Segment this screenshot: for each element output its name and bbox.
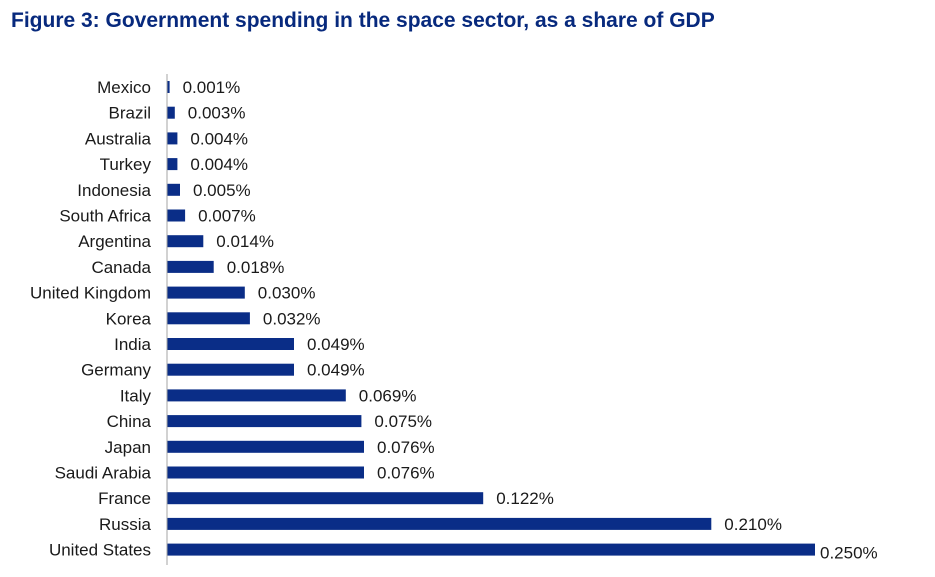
value-label: 0.250%: [820, 544, 878, 563]
category-label: Japan: [105, 438, 151, 457]
category-label: Italy: [120, 386, 152, 405]
category-label: Korea: [106, 309, 152, 328]
value-label: 0.069%: [359, 386, 417, 405]
category-label: Germany: [81, 361, 151, 380]
value-label: 0.014%: [216, 232, 274, 251]
value-label: 0.075%: [374, 412, 432, 431]
bar-south-africa: [167, 209, 186, 222]
category-label: United States: [49, 541, 151, 560]
category-label: Argentina: [78, 232, 151, 251]
value-label: 0.076%: [377, 464, 435, 483]
value-label: 0.007%: [198, 207, 256, 226]
category-label: Canada: [91, 258, 151, 277]
bar-indonesia: [167, 183, 180, 196]
category-label: Russia: [99, 515, 152, 534]
value-label: 0.018%: [227, 258, 285, 277]
value-label: 0.049%: [307, 335, 365, 354]
bar-mexico: [167, 81, 170, 93]
category-label: Australia: [85, 129, 152, 148]
value-label: 0.122%: [496, 489, 554, 508]
bar-united-states: [167, 543, 815, 556]
value-label: 0.210%: [724, 515, 782, 534]
bar-korea: [167, 312, 250, 325]
category-labels: Mexico Brazil Australia Turkey Indonesia Sout…: [30, 78, 152, 560]
bars-group: [167, 81, 815, 556]
category-label: Brazil: [108, 104, 151, 123]
bar-germany: [167, 363, 294, 376]
bar-saudi-arabia: [167, 466, 364, 479]
bar-russia: [167, 517, 712, 530]
bar-brazil: [167, 106, 175, 119]
category-label: Turkey: [100, 155, 152, 174]
bar-france: [167, 492, 484, 505]
value-labels: 0.001% 0.003% 0.004% 0.004% 0.005% 0.007% 0.01…: [183, 78, 878, 563]
bar-united-kingdom: [167, 286, 245, 299]
chart-title: Figure 3: Government spending in the spa…: [11, 9, 715, 32]
value-label: 0.005%: [193, 181, 251, 200]
category-label: India: [114, 335, 151, 354]
value-label: 0.003%: [188, 104, 246, 123]
value-label: 0.030%: [258, 284, 316, 303]
category-label: Indonesia: [77, 181, 151, 200]
value-label: 0.049%: [307, 361, 365, 380]
value-label: 0.076%: [377, 438, 435, 457]
bar-china: [167, 415, 362, 428]
bar-canada: [167, 260, 214, 273]
category-label: China: [107, 412, 152, 431]
category-label: Saudi Arabia: [55, 464, 152, 483]
value-label: 0.032%: [263, 309, 321, 328]
bar-india: [167, 338, 294, 350]
bar-turkey: [167, 158, 178, 171]
bar-japan: [167, 440, 364, 453]
bar-australia: [167, 132, 178, 145]
category-label: South Africa: [59, 207, 151, 226]
value-label: 0.001%: [183, 78, 241, 97]
bar-argentina: [167, 235, 204, 248]
value-label: 0.004%: [190, 155, 248, 174]
value-label: 0.004%: [190, 129, 248, 148]
category-label: Mexico: [97, 78, 151, 97]
bar-italy: [167, 389, 346, 402]
category-label: France: [98, 489, 151, 508]
category-label: United Kingdom: [30, 284, 151, 303]
